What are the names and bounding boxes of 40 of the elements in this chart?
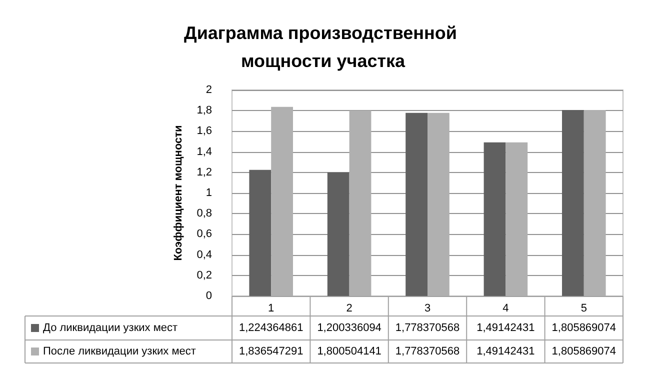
x-tick-label: 4 <box>502 302 509 314</box>
y-tick-label: 0,2 <box>196 269 212 282</box>
bar <box>584 110 606 296</box>
bar <box>506 142 528 296</box>
y-axis-title: Коэффициент мощности <box>172 125 184 261</box>
y-tick-label: 1,4 <box>196 146 212 158</box>
y-tick-label: 2 <box>206 84 212 96</box>
y-tick-label: 1,8 <box>196 104 212 117</box>
legend-label: После ликвидации узких мест <box>43 346 196 358</box>
bar <box>271 106 293 296</box>
x-tick-label: 3 <box>424 302 431 314</box>
data-label: 1,200336094 <box>317 322 382 334</box>
y-tick-label: 1 <box>206 187 212 199</box>
x-tick-label: 5 <box>580 302 587 314</box>
legend-label: До ликвидации узких мест <box>43 322 178 334</box>
bar <box>349 110 372 296</box>
data-label: 1,49142431 <box>476 322 535 334</box>
y-tick-label: 1,2 <box>196 166 212 178</box>
data-label: 1,224364861 <box>238 322 304 334</box>
bar <box>406 112 428 296</box>
y-tick-label: 0,4 <box>196 248 212 261</box>
y-tick-label: 0 <box>206 290 212 302</box>
y-tick-label: 0,6 <box>196 228 212 240</box>
bar <box>428 112 450 296</box>
data-label: 1,805869074 <box>552 322 616 334</box>
bar <box>327 172 350 296</box>
data-label: 1,805869074 <box>552 346 616 358</box>
data-label: 1,836547291 <box>238 346 304 358</box>
data-label: 1,49142431 <box>476 346 535 358</box>
data-label: 1,800504141 <box>317 346 382 358</box>
y-tick-label: 1,6 <box>196 125 212 138</box>
x-tick-label: 2 <box>346 302 352 314</box>
x-tick-label: 1 <box>268 302 274 314</box>
data-label: 1,778370568 <box>395 346 460 358</box>
data-label: 1,778370568 <box>395 322 460 334</box>
bar <box>562 110 584 296</box>
bar <box>249 170 272 296</box>
bar <box>484 142 506 296</box>
y-tick-label: 0,8 <box>196 208 212 220</box>
chart-title: Диаграмма производственной мощности участка <box>184 23 462 71</box>
